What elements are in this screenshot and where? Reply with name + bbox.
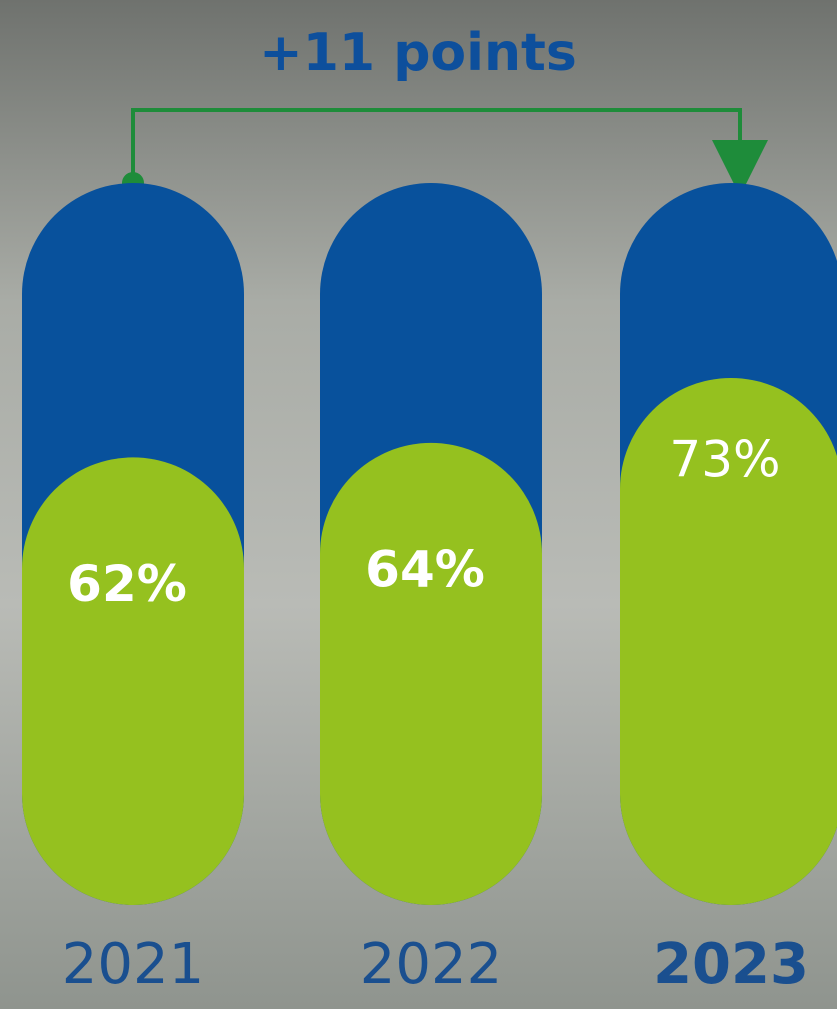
value-label: 64% [365,540,485,598]
x-tick-label: 2021 [62,932,205,997]
annotation: +11 points [259,23,577,83]
x-tick-label: 2022 [360,932,503,997]
bar [22,457,244,905]
x-tick-label: 2023 [653,932,809,997]
bar [620,377,837,905]
value-label: 73% [669,430,780,488]
value-label: 62% [67,555,187,613]
bar [320,442,542,905]
